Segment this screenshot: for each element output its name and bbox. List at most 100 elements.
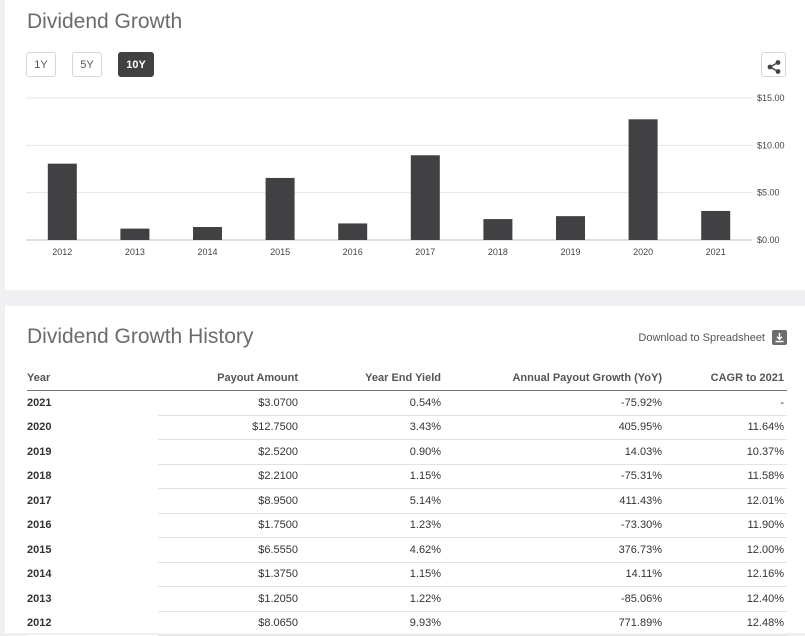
range-button-5y[interactable]: 5Y [72,52,102,77]
table-header-row: Year Payout Amount Year End Yield Annual… [27,366,787,391]
x-tick-label: 2015 [270,247,290,257]
x-tick-label: 2018 [488,247,508,257]
table-row: 2012 $8.0650 9.93% 771.89% 12.48% [27,611,787,636]
cell-year: 2018 [27,464,158,489]
cell-growth: -73.30% [444,513,665,538]
column-header-year[interactable]: Year [27,366,158,391]
cell-payout: $8.9500 [158,488,301,514]
cell-growth: 411.43% [444,488,665,514]
bar-2019[interactable] [556,216,585,240]
table-row: 2017 $8.9500 5.14% 411.43% 12.01% [27,488,787,514]
cell-growth: 14.03% [444,439,665,465]
share-button[interactable] [761,52,786,77]
download-spreadsheet-link[interactable]: Download to Spreadsheet [638,330,787,345]
cell-growth: 376.73% [444,537,665,563]
bar-2021[interactable] [701,210,731,240]
dividend-history-card: Dividend Growth History Download to Spre… [5,306,805,636]
cell-year: 2014 [27,562,158,587]
cell-year: 2012 [27,611,158,636]
bar-2016[interactable] [338,223,368,240]
y-tick-label: $5.00 [757,188,780,198]
cell-growth: 405.95% [444,415,665,440]
table-row: 2014 $1.3750 1.15% 14.11% 12.16% [27,562,787,587]
cell-cagr: 11.58% [665,464,787,489]
cell-year: 2019 [27,439,158,465]
bar-2015[interactable] [265,177,295,240]
cell-yield: 0.90% [301,439,444,465]
cell-growth: 14.11% [444,562,665,587]
bar-2017[interactable] [410,155,440,240]
dividend-bar-chart: $0.00 $5.00 $10.00 $15.00 2012 2013 2014 2015 20… [26,93,785,257]
cell-yield: 5.14% [301,488,444,514]
table-row: 2020 $12.7500 3.43% 405.95% 11.64% [27,415,787,440]
table-row: 2019 $2.5200 0.90% 14.03% 10.37% [27,439,787,465]
x-tick-label: 2017 [415,247,435,257]
history-section-title: Dividend Growth History [27,325,254,348]
chart-section-title: Dividend Growth [27,10,183,33]
cell-yield: 9.93% [301,611,444,636]
cell-payout: $6.5550 [158,537,301,563]
x-tick-label: 2013 [125,247,145,257]
share-icon [767,59,780,74]
cell-payout: $1.2050 [158,586,301,612]
x-tick-label: 2012 [52,247,72,257]
column-header-growth[interactable]: Annual Payout Growth (YoY) [444,366,665,391]
y-tick-label: $15.00 [757,93,785,103]
cell-yield: 1.23% [301,513,444,538]
cell-year: 2020 [27,415,158,440]
y-tick-label: $10.00 [757,140,785,150]
cell-year: 2016 [27,513,158,538]
cell-growth: -85.06% [444,586,665,612]
cell-cagr: 11.64% [665,415,787,440]
cell-payout: $8.0650 [158,611,301,636]
column-header-yield[interactable]: Year End Yield [301,366,444,391]
cell-cagr: 12.40% [665,586,787,612]
y-tick-label: $0.00 [757,235,780,245]
x-tick-label: 2014 [197,247,217,257]
bar-2020[interactable] [628,119,658,240]
bar-2018[interactable] [483,219,513,240]
range-button-1y[interactable]: 1Y [26,52,56,77]
x-tick-label: 2020 [633,247,653,257]
cell-yield: 4.62% [301,537,444,563]
x-tick-label: 2016 [343,247,363,257]
cell-cagr: 10.37% [665,439,787,465]
download-icon [772,330,787,345]
cell-cagr: 12.48% [665,611,787,636]
cell-cagr: 12.00% [665,537,787,563]
dividend-history-table: Year Payout Amount Year End Yield Annual… [27,366,787,636]
cell-growth: -75.92% [444,390,665,416]
cell-payout: $1.3750 [158,562,301,587]
cell-growth: -75.31% [444,464,665,489]
cell-yield: 0.54% [301,390,444,416]
table-row: 2018 $2.2100 1.15% -75.31% 11.58% [27,464,787,489]
cell-cagr: 12.16% [665,562,787,587]
cell-payout: $12.7500 [158,415,301,440]
cell-growth: 771.89% [444,611,665,636]
x-tick-label: 2021 [706,247,726,257]
table-row: 2015 $6.5550 4.62% 376.73% 12.00% [27,537,787,563]
table-row: 2021 $3.0700 0.54% -75.92% - [27,390,787,416]
cell-yield: 1.15% [301,464,444,489]
range-button-10y[interactable]: 10Y [118,52,154,77]
cell-payout: $1.7500 [158,513,301,538]
cell-cagr: 12.01% [665,488,787,514]
cell-year: 2013 [27,586,158,612]
x-tick-label: 2019 [560,247,580,257]
dividend-growth-card: Dividend Growth 1Y 5Y 10Y $0.00 $5.00 $10.… [5,0,805,290]
cell-yield: 3.43% [301,415,444,440]
bar-2014[interactable] [193,226,222,240]
cell-payout: $3.0700 [158,390,301,416]
table-row: 2013 $1.2050 1.22% -85.06% 12.40% [27,586,787,612]
cell-payout: $2.5200 [158,439,301,465]
cell-year: 2017 [27,488,158,514]
download-label: Download to Spreadsheet [638,331,765,344]
cell-cagr: - [665,390,787,416]
column-header-payout[interactable]: Payout Amount [158,366,301,391]
table-row: 2016 $1.7500 1.23% -73.30% 11.90% [27,513,787,538]
bar-2013[interactable] [120,228,150,240]
bar-2012[interactable] [47,163,77,240]
column-header-cagr[interactable]: CAGR to 2021 [665,366,787,391]
cell-yield: 1.15% [301,562,444,587]
cell-yield: 1.22% [301,586,444,612]
